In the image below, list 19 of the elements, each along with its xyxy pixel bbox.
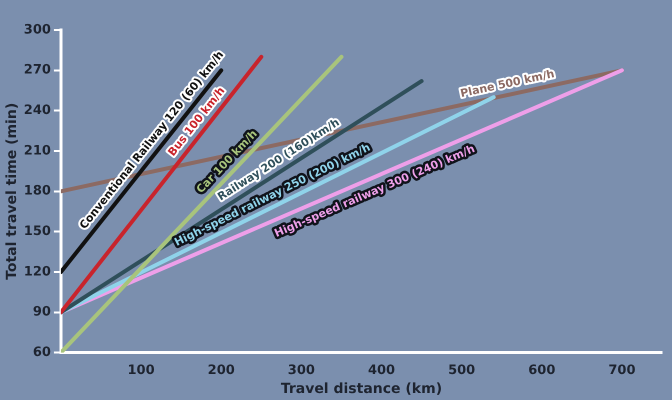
y-tick-label: 150 — [24, 224, 51, 239]
y-tick-label: 210 — [24, 143, 51, 158]
y-tick-label: 300 — [24, 22, 51, 38]
x-tick-label: 500 — [448, 362, 476, 378]
y-tick-label: 270 — [24, 62, 51, 78]
x-tick-label: 700 — [608, 362, 636, 378]
y-tick-label: 90 — [32, 304, 51, 320]
y-tick-label: 60 — [32, 344, 51, 360]
text: Plane 500 km/h — [459, 67, 556, 100]
y-tick-label: 240 — [24, 103, 51, 118]
y-tick-label: 120 — [24, 264, 51, 280]
y-axis-title: Total travel time (min) — [4, 102, 20, 280]
x-tick-label: 100 — [128, 362, 155, 378]
x-tick-label: 600 — [528, 362, 556, 378]
x-tick-label: 200 — [208, 362, 235, 378]
x-tick-label: 400 — [368, 362, 396, 378]
x-tick-label: 300 — [288, 362, 315, 378]
x-axis-title: Travel distance (km) — [280, 381, 442, 398]
y-tick-label: 180 — [24, 184, 51, 199]
